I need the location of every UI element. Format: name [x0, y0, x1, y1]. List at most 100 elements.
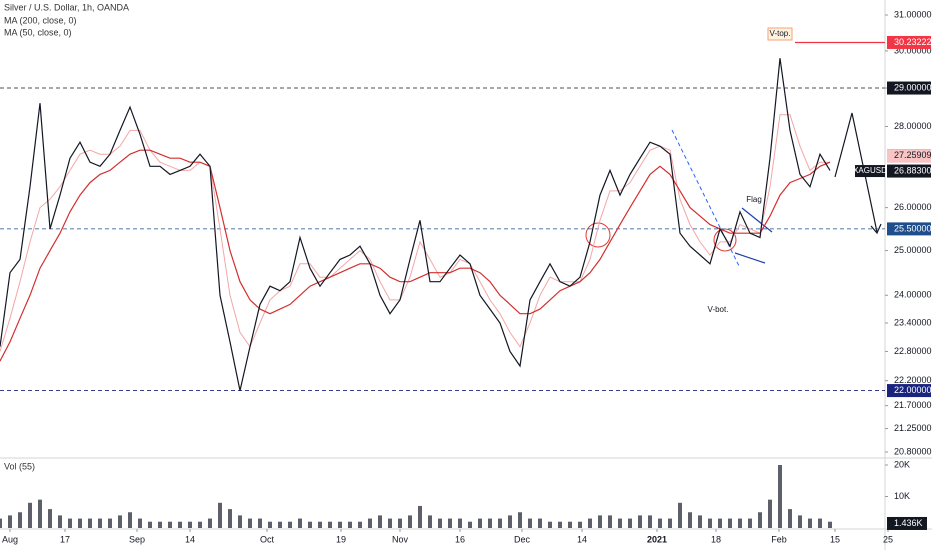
volume-bar: [708, 518, 712, 528]
volume-bar: [668, 518, 672, 528]
chart-title: Silver / U.S. Dollar, 1h, OANDA: [4, 2, 129, 12]
volume-bar: [408, 515, 412, 528]
volume-bar: [678, 502, 682, 528]
price-tag-label: 26.88300: [894, 165, 932, 175]
volume-bar: [558, 521, 562, 528]
volume-bar: [128, 512, 132, 528]
x-tick-label: Dec: [514, 534, 531, 544]
volume-bar: [228, 509, 232, 528]
volume-bar: [688, 512, 692, 528]
volume-bar: [138, 518, 142, 528]
volume-bar: [518, 512, 522, 528]
volume-tag-label: 1.436K: [894, 518, 923, 528]
x-tick-label: 14: [577, 534, 587, 544]
x-tick-label: Sep: [129, 534, 145, 544]
symbol-label: XAGUSD: [853, 166, 887, 175]
volume-bar: [618, 518, 622, 528]
volume-bar: [798, 515, 802, 528]
x-tick-label: 16: [455, 534, 465, 544]
volume-bar: [148, 521, 152, 528]
price-tag-label: 27.25909: [894, 150, 932, 160]
price-tag-label: 30.23222: [894, 37, 932, 47]
volume-bar: [188, 521, 192, 528]
volume-bar: [538, 518, 542, 528]
note-box: [767, 27, 793, 41]
annotation: V-bot.: [708, 305, 729, 314]
volume-bar: [478, 518, 482, 528]
volume-bar: [98, 518, 102, 528]
y-tick-label: 21.70000: [894, 400, 932, 410]
x-tick-label: 19: [336, 534, 346, 544]
price-tag-label: 25.50000: [894, 223, 932, 233]
y-tick-label: 31.00000: [894, 9, 932, 19]
flag-line: [734, 252, 766, 264]
price-tag: [887, 164, 931, 178]
volume-bar: [108, 518, 112, 528]
x-tick-label: 17: [60, 534, 70, 544]
volume-bar: [698, 515, 702, 528]
series-line: [0, 58, 831, 391]
x-tick-label: 18: [711, 534, 721, 544]
price-tag: [887, 149, 931, 163]
volume-bar: [38, 499, 42, 528]
price-tag: [887, 384, 931, 398]
price-tag: [887, 81, 931, 95]
x-tick-label: Aug: [2, 534, 18, 544]
y-tick-label: 21.25000: [894, 423, 932, 433]
volume-bar: [398, 518, 402, 528]
v-top-note: V-top.: [767, 27, 793, 41]
volume-bar: [468, 521, 472, 528]
volume-bar: [238, 515, 242, 528]
annotation: V-top.: [770, 29, 791, 38]
volume-bar: [458, 518, 462, 528]
volume-bar: [528, 518, 532, 528]
forecast-path: [834, 112, 878, 233]
x-tick-label: Feb: [771, 534, 787, 544]
price-tag-label: 22.00000: [894, 385, 932, 395]
volume-bar: [438, 518, 442, 528]
volume-bar: [78, 518, 82, 528]
volume-bar: [548, 521, 552, 528]
y-tick-label: 30.00000: [894, 45, 932, 55]
series-line: [0, 149, 831, 362]
volume-bar: [768, 499, 772, 528]
volume-bar: [18, 512, 22, 528]
volume-bar: [828, 521, 832, 528]
volume-bar: [608, 515, 612, 528]
volume-bar: [428, 515, 432, 528]
price-tag-label: 29.00000: [894, 82, 932, 92]
volume-bar: [318, 521, 322, 528]
volume-bar: [218, 502, 222, 528]
y-tick-label: 20K: [894, 459, 910, 469]
volume-bar: [658, 518, 662, 528]
y-tick-label: 26.00000: [894, 202, 932, 212]
volume-bar: [178, 521, 182, 528]
volume-bar: [748, 518, 752, 528]
volume-bar: [378, 515, 382, 528]
y-tick-label: 28.00000: [894, 121, 932, 131]
volume-bar: [8, 515, 12, 528]
annotation: Flag: [746, 195, 762, 204]
volume-bar: [808, 518, 812, 528]
volume-bar: [58, 515, 62, 528]
volume-bar: [248, 518, 252, 528]
volume-bar: [368, 518, 372, 528]
volume-bar: [308, 521, 312, 528]
volume-bar: [388, 518, 392, 528]
volume-bar: [718, 518, 722, 528]
volume-bar: [498, 518, 502, 528]
volume-bar: [578, 521, 582, 528]
x-tick-label: 2021: [647, 534, 667, 544]
volume-bar: [258, 518, 262, 528]
volume-bar: [598, 515, 602, 528]
volume-bar: [818, 518, 822, 528]
volume-bar: [728, 518, 732, 528]
volume-bar: [488, 518, 492, 528]
volume-bar: [348, 521, 352, 528]
volume-bar: [778, 465, 782, 528]
x-tick-label: 25: [883, 534, 893, 544]
legend-entry: MA (50, close, 0): [4, 27, 72, 37]
x-tick-label: 15: [830, 534, 840, 544]
